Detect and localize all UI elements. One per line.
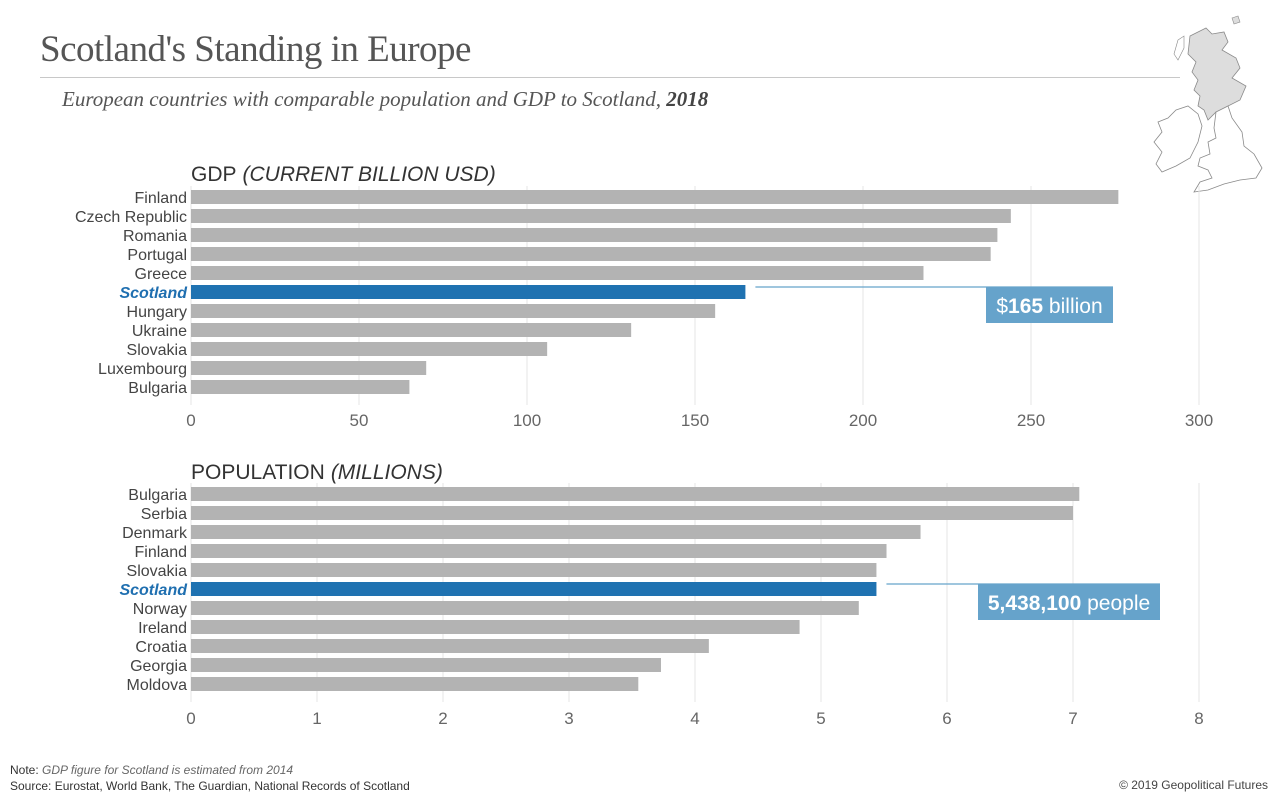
population-tick-label: 8 <box>1194 709 1203 728</box>
gdp-category-label: Scotland <box>119 285 188 302</box>
gdp-tick-label: 100 <box>513 411 541 430</box>
source-line: Source: Eurostat, World Bank, The Guardi… <box>10 779 410 793</box>
gdp-category-label: Romania <box>123 228 187 245</box>
population-bar <box>191 544 887 558</box>
population-bar <box>191 639 709 653</box>
gdp-tick-label: 300 <box>1185 411 1213 430</box>
population-bar <box>191 487 1080 501</box>
gdp-bar <box>191 380 410 394</box>
gdp-chart-title-main: GDP <box>191 163 237 186</box>
gdp-callout-label: $165 billion <box>996 295 1102 318</box>
gdp-bar-highlight <box>191 285 746 299</box>
population-chart-title-unit: (MILLIONS) <box>331 461 443 484</box>
population-category-label: Georgia <box>130 658 187 675</box>
gdp-category-label: Bulgaria <box>128 380 187 397</box>
copyright: © 2019 Geopolitical Futures <box>1119 778 1268 792</box>
footer-note: Note: GDP figure for Scotland is estimat… <box>10 762 410 794</box>
gdp-bar <box>191 304 716 318</box>
population-bar <box>191 620 800 634</box>
gdp-chart-title-unit: (CURRENT BILLION USD) <box>243 163 496 186</box>
gdp-bar <box>191 342 548 356</box>
gdp-bar <box>191 190 1119 204</box>
population-tick-label: 2 <box>438 709 447 728</box>
page-subtitle: European countries with comparable popul… <box>62 87 708 112</box>
population-tick-label: 6 <box>942 709 951 728</box>
population-tick-label: 5 <box>816 709 825 728</box>
gdp-category-label: Greece <box>135 266 188 283</box>
title-divider <box>40 77 1180 78</box>
gdp-category-label: Hungary <box>127 304 187 321</box>
gdp-tick-label: 250 <box>1017 411 1045 430</box>
population-category-label: Denmark <box>122 525 188 542</box>
population-tick-label: 3 <box>564 709 573 728</box>
gdp-category-label: Portugal <box>127 247 187 264</box>
callout-suffix: people <box>1081 592 1150 615</box>
population-bar <box>191 601 859 615</box>
population-bar <box>191 525 921 539</box>
population-category-label: Bulgaria <box>128 487 187 504</box>
population-category-label: Serbia <box>141 506 187 523</box>
gdp-bar <box>191 361 427 375</box>
population-chart: POPULATION (MILLIONS) 0 1 2 3 4 5 6 7 8 Bulgaria Se… <box>119 461 1203 728</box>
hebrides-shape <box>1173 35 1185 61</box>
note-text: GDP figure for Scotland is estimated fro… <box>42 763 294 777</box>
population-callout-label: 5,438,100 people <box>988 592 1150 615</box>
population-chart-title-main: POPULATION <box>191 461 325 484</box>
callout-suffix: billion <box>1043 295 1103 318</box>
page-title: Scotland's Standing in Europe <box>40 29 471 70</box>
population-tick-label: 1 <box>312 709 321 728</box>
population-category-label: Finland <box>135 544 187 561</box>
gdp-category-label: Luxembourg <box>98 361 187 378</box>
ireland-shape <box>1153 105 1203 173</box>
callout-value: 5,438,100 <box>988 592 1081 615</box>
population-category-label: Norway <box>133 601 187 618</box>
population-tick-label: 4 <box>690 709 699 728</box>
gdp-bar <box>191 323 632 337</box>
gdp-tick-label: 150 <box>681 411 709 430</box>
gdp-bar <box>191 228 998 242</box>
population-category-label: Slovakia <box>127 563 188 580</box>
population-category-label: Ireland <box>138 620 187 637</box>
population-tick-label: 0 <box>186 709 195 728</box>
gdp-tick-label: 0 <box>186 411 195 430</box>
orkney-shape <box>1231 15 1241 25</box>
callout-prefix: $ <box>996 295 1008 318</box>
gdp-category-label: Czech Republic <box>75 209 187 226</box>
subtitle-text: European countries with comparable popul… <box>62 87 667 111</box>
callout-value: 165 <box>1008 295 1043 318</box>
gdp-chart-title: GDP (CURRENT BILLION USD) <box>191 163 496 186</box>
population-callout-box <box>978 584 1160 620</box>
population-bar <box>191 677 639 691</box>
population-chart-title: POPULATION (MILLIONS) <box>191 461 443 484</box>
population-bar-highlight <box>191 582 877 596</box>
population-tick-label: 7 <box>1068 709 1077 728</box>
population-bar <box>191 563 877 577</box>
gdp-category-label: Slovakia <box>127 342 188 359</box>
england-wales-shape <box>1193 105 1263 193</box>
uk-ireland-map-icon <box>1153 15 1263 193</box>
population-bar <box>191 506 1073 520</box>
population-category-label: Moldova <box>127 677 188 694</box>
gdp-tick-label: 200 <box>849 411 877 430</box>
gdp-tick-label: 50 <box>350 411 369 430</box>
gdp-bar <box>191 266 924 280</box>
note-label: Note: <box>10 763 39 777</box>
subtitle-year: 2018 <box>666 87 709 111</box>
gdp-category-label: Finland <box>135 190 187 207</box>
gdp-chart: GDP (CURRENT BILLION USD) 0 50 100 150 200 250… <box>75 163 1213 430</box>
gdp-category-label: Ukraine <box>132 323 187 340</box>
population-bar <box>191 658 661 672</box>
note-line: Note: GDP figure for Scotland is estimat… <box>10 762 410 778</box>
gdp-callout-box <box>986 287 1113 323</box>
population-category-label: Croatia <box>135 639 187 656</box>
population-category-label: Scotland <box>119 582 188 599</box>
gdp-bar <box>191 209 1011 223</box>
gdp-bar <box>191 247 991 261</box>
